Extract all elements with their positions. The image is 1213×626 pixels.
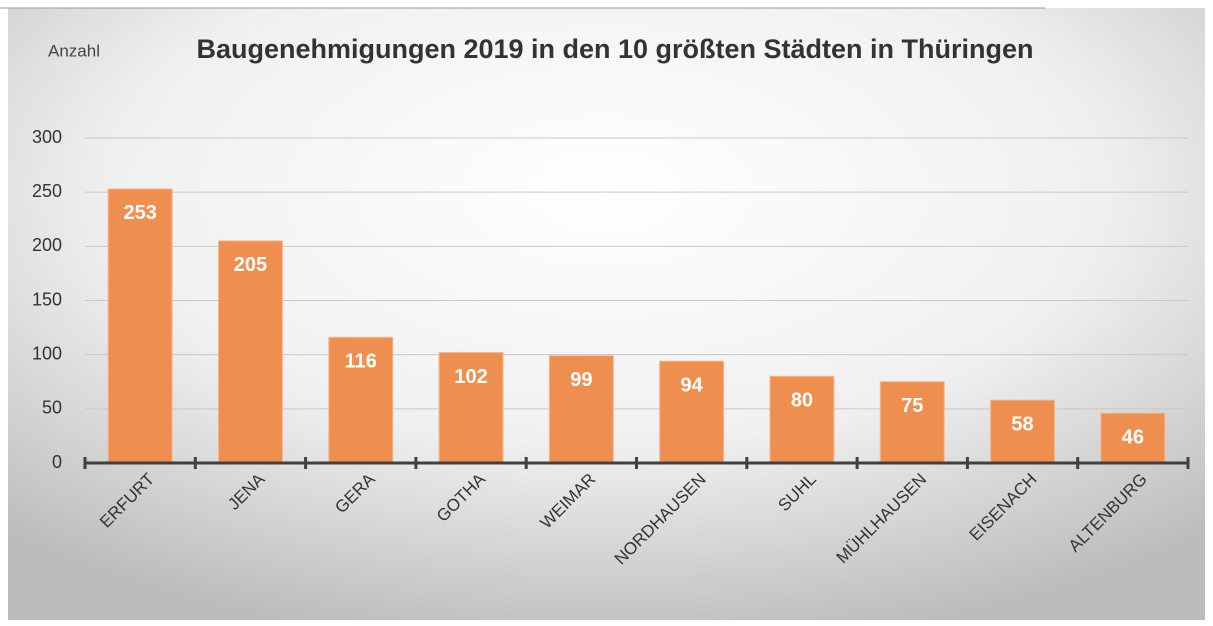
bar <box>659 360 725 464</box>
bar <box>548 355 614 464</box>
bar <box>990 399 1056 464</box>
y-axis-label: Anzahl <box>48 41 100 60</box>
value-label: 102 <box>454 366 487 388</box>
value-label: 116 <box>345 351 377 373</box>
y-tick-label: 0 <box>52 452 62 472</box>
value-label: 253 <box>123 202 156 224</box>
value-label: 205 <box>234 254 267 276</box>
value-label: 94 <box>681 374 704 396</box>
value-label: 80 <box>791 390 813 412</box>
y-tick-label: 100 <box>32 343 62 363</box>
bar <box>217 240 283 464</box>
y-tick-label: 50 <box>42 398 62 418</box>
bar <box>1100 412 1166 464</box>
bar <box>328 336 394 464</box>
y-tick-label: 300 <box>32 127 62 147</box>
y-tick-label: 150 <box>32 289 62 309</box>
y-tick-label: 200 <box>32 235 62 255</box>
bar <box>769 375 835 464</box>
value-label: 75 <box>901 395 923 417</box>
value-label: 46 <box>1122 426 1144 448</box>
y-tick-label: 250 <box>32 181 62 201</box>
bar <box>107 188 173 464</box>
chart-background <box>8 8 1205 620</box>
value-label: 99 <box>570 369 592 391</box>
bar <box>438 352 504 464</box>
value-label: 58 <box>1011 413 1033 435</box>
bar <box>879 381 945 464</box>
chart-title: Baugenehmigungen 2019 in den 10 größten … <box>196 34 1034 64</box>
